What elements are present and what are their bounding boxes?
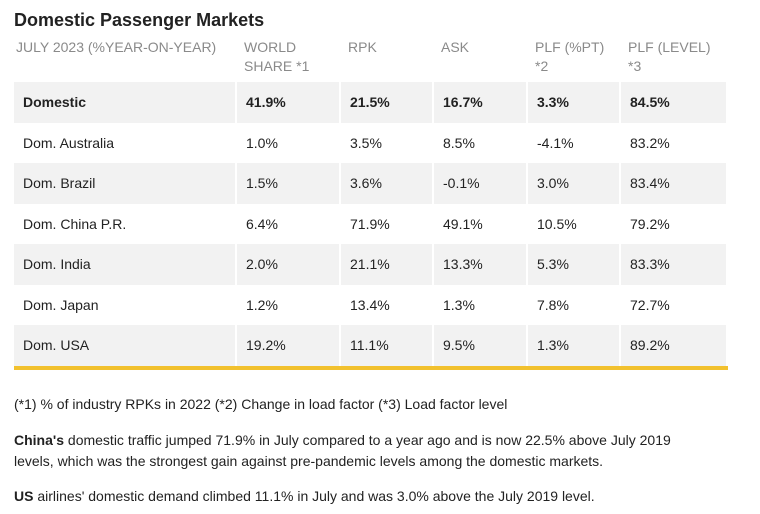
table-cell: 13.4%	[340, 284, 434, 325]
table-cell: 89.2%	[620, 325, 728, 368]
market-table: JULY 2023 (%YEAR-ON-YEAR) WORLD SHARE *1 R…	[14, 36, 728, 370]
table-cell: 3.5%	[340, 122, 434, 163]
table-cell: 1.3%	[433, 284, 528, 325]
table-row: Dom. USA 19.2% 11.1% 9.5% 1.3% 89.2%	[14, 325, 728, 368]
table-cell: 7.8%	[527, 284, 621, 325]
column-header: PLF (LEVEL) *3	[628, 39, 711, 74]
table-cell: 1.3%	[527, 325, 621, 368]
footnote: (*1) % of industry RPKs in 2022 (*2) Cha…	[14, 396, 508, 412]
market-name: Dom. Japan	[14, 284, 237, 325]
paragraph: China's domestic traffic jumped 71.9% in…	[14, 430, 714, 472]
table-cell: 6.4%	[236, 203, 341, 244]
table-cell: 9.5%	[433, 325, 528, 368]
table-cell: 84.5%	[620, 82, 728, 123]
table-cell: 8.5%	[433, 122, 528, 163]
table-row: Dom. China P.R. 6.4% 71.9% 49.1% 10.5% 79.2%	[14, 203, 728, 244]
table-cell: 16.7%	[433, 82, 528, 123]
table-cell: 1.0%	[236, 122, 341, 163]
table-row: Dom. India 2.0% 21.1% 13.3% 5.3% 83.3%	[14, 244, 728, 285]
column-header: ASK	[441, 39, 470, 55]
table-cell: 19.2%	[236, 325, 341, 368]
paragraph-text: airlines' domestic demand climbed 11.1% …	[33, 488, 595, 504]
market-name: Dom. China P.R.	[14, 203, 237, 244]
table-cell: 49.1%	[433, 203, 528, 244]
table-cell: 3.6%	[340, 163, 434, 204]
table-cell: 21.5%	[340, 82, 434, 123]
table-cell: 83.4%	[620, 163, 728, 204]
market-name: Domestic	[14, 82, 237, 123]
column-header: RPK	[348, 39, 377, 55]
market-name: Dom. USA	[14, 325, 237, 368]
table-cell: 83.3%	[620, 244, 728, 285]
title: Domestic Passenger Markets	[14, 10, 265, 30]
table-cell: 79.2%	[620, 203, 728, 244]
market-name: Dom. Brazil	[14, 163, 237, 204]
table-cell: 83.2%	[620, 122, 728, 163]
table-cell: 1.5%	[236, 163, 341, 204]
column-header: PLF (%PT) *2	[535, 39, 605, 74]
table-cell: 5.3%	[527, 244, 621, 285]
table-cell: 21.1%	[340, 244, 434, 285]
lead: China's	[14, 432, 65, 448]
table-cell: -4.1%	[527, 122, 621, 163]
lead: US	[14, 488, 34, 504]
table-cell: 71.9%	[340, 203, 434, 244]
paragraph: US airlines' domestic demand climbed 11.…	[14, 486, 714, 507]
table-cell: 3.0%	[527, 163, 621, 204]
table-cell: -0.1%	[433, 163, 528, 204]
table-cell: 3.3%	[527, 82, 621, 123]
table-cell: 1.2%	[236, 284, 341, 325]
table-cell: 2.0%	[236, 244, 341, 285]
table-cell: 41.9%	[236, 82, 341, 123]
table-cell: 72.7%	[620, 284, 728, 325]
table-cell: 13.3%	[433, 244, 528, 285]
market-name: Dom. Australia	[14, 122, 237, 163]
table-row: Dom. Japan 1.2% 13.4% 1.3% 7.8% 72.7%	[14, 284, 728, 325]
column-header: WORLD SHARE *1	[244, 39, 310, 74]
paragraph-text: domestic traffic jumped 71.9% in July co…	[14, 432, 671, 469]
table-body: Domestic 41.9% 21.5% 16.7% 3.3% 84.5% Dom. Aus…	[14, 82, 728, 368]
column-header: JULY 2023 (%YEAR-ON-YEAR)	[16, 39, 217, 55]
table-cell: 11.1%	[340, 325, 434, 368]
table-row: Domestic 41.9% 21.5% 16.7% 3.3% 84.5%	[14, 82, 728, 123]
table-row: Dom. Brazil 1.5% 3.6% -0.1% 3.0% 83.4%	[14, 163, 728, 204]
table-cell: 10.5%	[527, 203, 621, 244]
header-row: JULY 2023 (%YEAR-ON-YEAR) WORLD SHARE *1 R…	[14, 36, 727, 82]
market-name: Dom. India	[14, 244, 237, 285]
table-row: Dom. Australia 1.0% 3.5% 8.5% -4.1% 83.2%	[14, 122, 728, 163]
